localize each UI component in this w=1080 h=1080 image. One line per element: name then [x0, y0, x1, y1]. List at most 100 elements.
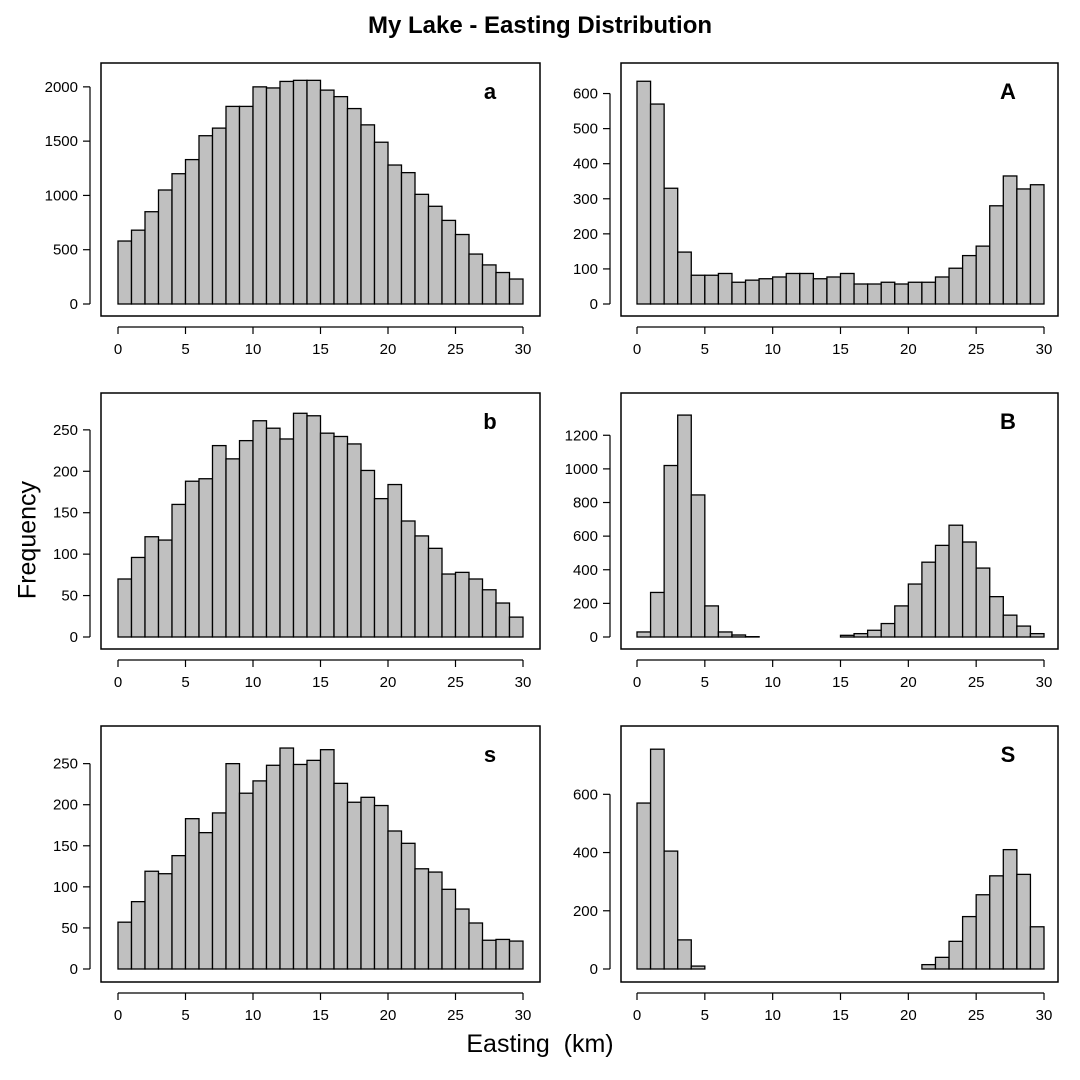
panel-s-y-tick-label: 200	[53, 797, 78, 814]
panel-A-bar	[1029, 184, 1045, 305]
panel-b-bar	[279, 438, 295, 638]
panel-A-y-tick-label: 300	[573, 191, 598, 208]
panel-B-bar	[839, 634, 855, 638]
panel-B-bar	[921, 561, 937, 638]
panel-A-bar	[704, 274, 720, 305]
panel-A-bar	[1016, 188, 1032, 305]
panel-a-bar	[508, 278, 524, 305]
panel-A-bar	[758, 278, 774, 305]
panel-s-y-tick-label: 100	[53, 879, 78, 896]
panel-s-bar	[441, 888, 457, 970]
panel-b-bar	[333, 435, 349, 638]
panel-S-bar	[948, 940, 964, 970]
panel-A-bar	[799, 272, 815, 305]
panel-b-bar	[265, 427, 281, 638]
panel-A-y-tick-label: 0	[590, 296, 598, 313]
panel-A-x-tick-label: 0	[633, 341, 641, 358]
panel-A-x-tick-label: 25	[968, 341, 985, 358]
panel-a-label: a	[484, 79, 497, 104]
panel-s-bar	[427, 871, 443, 970]
figure-title: My Lake - Easting Distribution	[367, 12, 713, 39]
panel-b-bar	[495, 602, 511, 638]
panel-s-bar	[198, 831, 214, 970]
panel-S-bar	[1029, 926, 1045, 970]
panel-a-bar	[441, 219, 457, 305]
panel-A-x-tick-label: 20	[900, 341, 917, 358]
panel-a-x-tick-label: 25	[447, 341, 464, 358]
panel-B-bar	[1029, 632, 1045, 638]
panel-a-y-tick-label: 2000	[45, 79, 78, 96]
panel-B-bar	[704, 605, 720, 638]
panel-A-y-tick-label: 600	[573, 86, 598, 103]
panel-B-bar	[989, 596, 1004, 638]
panel-s-bar	[184, 818, 200, 970]
panel-A-bar	[961, 254, 977, 305]
panel-A-bar	[921, 281, 937, 305]
panel-b-x-tick-label: 0	[114, 674, 122, 691]
panel-a-bar	[171, 173, 187, 305]
panel-b-x-tick-label: 15	[312, 674, 329, 691]
panel-S-x-tick-label: 5	[701, 1007, 709, 1024]
panel-A-bar	[772, 276, 787, 305]
panel-S-x-tick-label: 30	[1036, 1007, 1053, 1024]
panel-S-x-tick-label: 25	[968, 1007, 985, 1024]
panel-a-y-tick-label: 1500	[45, 133, 78, 150]
panel-A-x-tick-label: 10	[764, 341, 781, 358]
panel-s-bar	[373, 804, 389, 970]
panel-b-bar	[508, 616, 524, 638]
panel-b-bar	[414, 535, 430, 638]
panel-s-frame	[100, 725, 541, 983]
panel-S-frame	[620, 725, 1059, 983]
panel-a-bar	[373, 141, 389, 305]
panel-a-bar	[238, 105, 254, 305]
panel-B-y-tick-label: 1200	[565, 427, 598, 444]
panel-s-bar	[144, 870, 160, 970]
panel-b-bar	[306, 415, 322, 638]
panel-s-bar	[225, 762, 241, 970]
panel-a-bar	[387, 164, 403, 305]
panel-s-bar	[238, 792, 254, 970]
panel-B-bar	[961, 541, 977, 638]
panel-s-bar	[346, 801, 362, 970]
panel-s-bar	[468, 922, 484, 970]
panel-b-bar	[373, 497, 389, 638]
panel-A-bar	[948, 267, 964, 305]
panel-A-x-tick-label: 30	[1036, 341, 1053, 358]
panel-S-bar	[690, 965, 706, 970]
panel-s-bar	[454, 908, 470, 970]
panel-a-bar	[400, 171, 416, 305]
panel-S-y-tick-label: 200	[573, 903, 598, 920]
panel-B-x-tick-label: 5	[701, 674, 709, 691]
panel-b-bar	[292, 412, 308, 638]
panel-A-bar	[717, 272, 733, 305]
panel-s-x-tick-label: 15	[312, 1007, 329, 1024]
panel-s-bar	[414, 868, 430, 970]
panel-A-bar	[907, 281, 923, 305]
panel-A-bar	[690, 274, 706, 305]
panel-A-bar	[1002, 175, 1018, 305]
panel-B-bar	[853, 632, 869, 638]
panel-B-bar	[1002, 614, 1018, 638]
panel-B-bar	[677, 414, 692, 638]
panel-A-bar	[839, 272, 855, 305]
panel-B-x-tick-label: 0	[633, 674, 641, 691]
panel-A-y-tick-label: 400	[573, 156, 598, 173]
panel-b-bar	[198, 478, 214, 638]
panel-b-x-tick-label: 30	[515, 674, 532, 691]
panel-b-y-tick-label: 150	[53, 505, 78, 522]
panel-b-bar	[211, 444, 227, 638]
panel-b-bar	[117, 578, 133, 638]
panel-s-y-tick-label: 250	[53, 756, 78, 773]
panel-s-bar	[130, 900, 146, 970]
panel-A-x-tick-label: 15	[832, 341, 849, 358]
panel-B-y-tick-label: 200	[573, 595, 598, 612]
panel-A-y-tick-label: 200	[573, 226, 598, 243]
panel-A-y-tick-label: 100	[573, 261, 598, 278]
panel-A-bar	[880, 281, 896, 305]
panel-a-x-tick-label: 30	[515, 341, 532, 358]
panel-a-bar	[211, 127, 227, 305]
panel-B-bar	[866, 629, 882, 638]
panel-A-bar	[975, 245, 991, 305]
panel-B-bar	[934, 544, 950, 638]
